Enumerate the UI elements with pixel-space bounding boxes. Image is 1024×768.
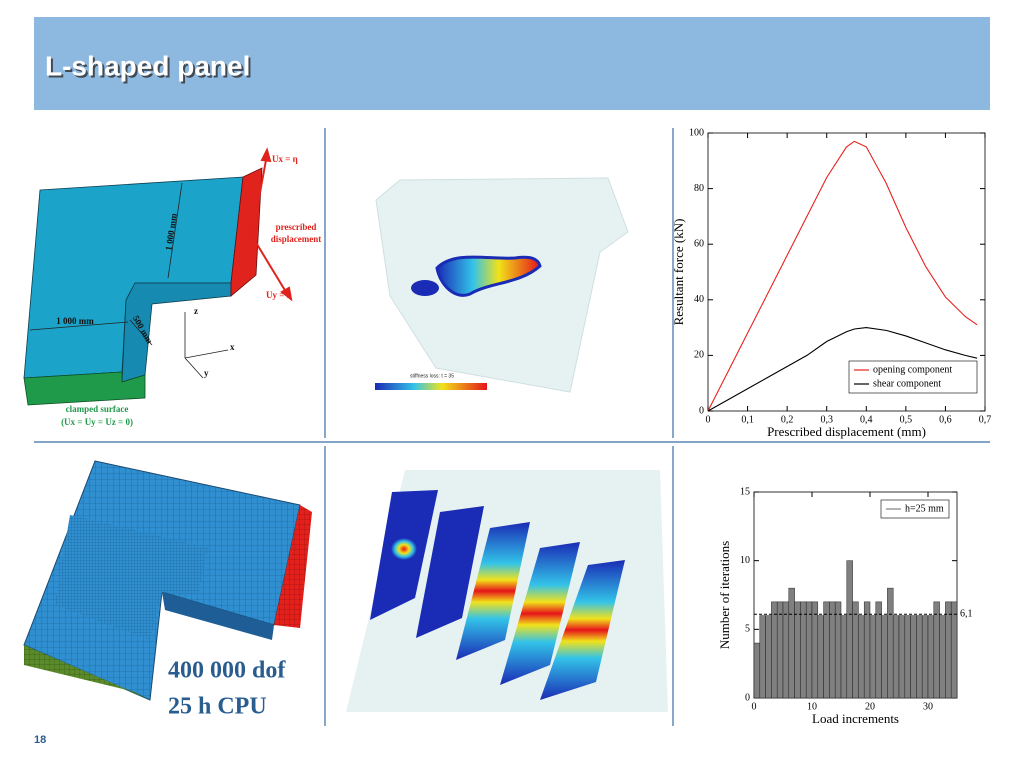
mesh-view: 400 000 dof 25 h CPU (23, 460, 312, 720)
legend-label: opening component (873, 364, 952, 375)
histogram-bar (765, 615, 772, 699)
legend-box (848, 360, 978, 394)
histogram-bar (788, 587, 795, 699)
y-tick-label: 5 (745, 624, 750, 635)
histogram-bar (840, 615, 848, 699)
y-tick-label: 100 (689, 127, 704, 138)
y-tick-label: 20 (694, 350, 704, 361)
axis-label: y (204, 368, 209, 378)
histogram-bar (823, 601, 830, 699)
histogram-bar (887, 587, 894, 699)
histogram-bar (921, 615, 929, 699)
x-tick-label: 0,3 (820, 414, 833, 425)
histogram-bar (863, 601, 871, 699)
legend-label: h=25 mm (905, 503, 944, 514)
colorbar-caption: stiffness loss: t = 35 (410, 373, 454, 379)
histogram-bar (881, 615, 888, 699)
damage-view: stiffness loss: t = 35 (375, 177, 629, 393)
x-axis-label: Load increments (812, 711, 899, 726)
histogram-bar (782, 601, 790, 699)
series-line (707, 140, 978, 412)
histogram-bar (759, 615, 766, 699)
colorbar (375, 383, 487, 390)
title-shadow: L-shaped panel (47, 52, 252, 83)
histogram-bar (950, 601, 958, 699)
x-tick-label: 0,7 (979, 414, 992, 425)
histogram-bar (829, 601, 836, 699)
mesh-stat: 400 000 dof (168, 658, 286, 684)
legend-box (880, 499, 950, 519)
histogram-bar (869, 615, 877, 699)
load-label: prescribed (276, 222, 317, 232)
x-tick-label: 20 (865, 701, 875, 712)
histogram-bar (939, 615, 946, 699)
histogram-bar (933, 601, 940, 699)
histogram-bar (846, 560, 853, 699)
histogram-bar (916, 615, 923, 699)
plot-frame (707, 132, 986, 412)
histogram-bar (945, 601, 952, 699)
clamped-label: (Ux = Uy = Uz = 0) (61, 417, 133, 427)
histogram-bar (910, 615, 917, 699)
x-tick-label: 0,6 (939, 414, 952, 425)
histogram-bar (898, 615, 906, 699)
page-number: 18 (34, 734, 46, 746)
y-axis-label: Resultant force (kN) (671, 219, 686, 326)
histogram-bar (753, 642, 761, 699)
x-tick-label: 0 (752, 701, 757, 712)
histogram-bar (904, 615, 911, 699)
histogram-bar (794, 601, 801, 699)
histogram-bar (858, 615, 865, 699)
histogram-bar (852, 601, 859, 699)
histogram-bar (805, 601, 813, 699)
histogram-bar (776, 601, 784, 699)
y-tick-label: 80 (694, 183, 704, 194)
header-bar (34, 17, 990, 110)
x-axis-label: Prescribed displacement (mm) (767, 424, 926, 439)
load-label: Uy = η (266, 290, 292, 300)
histogram-bar (927, 615, 935, 699)
y-axis-label: Number of iterations (717, 541, 732, 649)
x-tick-label: 0 (706, 414, 711, 425)
x-tick-label: 30 (923, 701, 933, 712)
histogram-bar (817, 615, 824, 699)
y-tick-label: 60 (694, 238, 704, 249)
y-tick-label: 15 (740, 486, 750, 497)
x-tick-label: 0,4 (860, 414, 873, 425)
x-tick-label: 0,1 (741, 414, 754, 425)
axis-label: x (230, 342, 235, 352)
x-tick-label: 10 (807, 701, 817, 712)
y-tick-label: 0 (699, 405, 704, 416)
histogram-bar (834, 601, 842, 699)
y-tick-label: 0 (745, 692, 750, 703)
y-tick-label: 10 (740, 555, 750, 566)
load-label: displacement (271, 234, 322, 244)
slide-title: L-shaped panel (45, 50, 250, 81)
histogram-bar (892, 615, 900, 699)
histogram-bar (875, 601, 882, 699)
grid-separators (34, 128, 990, 726)
geometry-diagram: Ux = η prescribed displacement Uy = η 1 … (23, 147, 322, 427)
reference-label: 6,1 (960, 609, 973, 620)
histogram-bar (800, 601, 807, 699)
y-tick-label: 40 (694, 294, 704, 305)
legend-label: shear component (873, 378, 941, 389)
x-tick-label: 0,2 (781, 414, 794, 425)
damage-evolution (346, 470, 668, 712)
x-tick-label: 0,5 (900, 414, 913, 425)
axis-label: z (194, 306, 198, 316)
histogram-bar (811, 601, 819, 699)
dimension-label: 1 000 mm (56, 316, 94, 326)
load-label: Ux = η (272, 154, 298, 164)
histogram-bar (771, 601, 778, 699)
mesh-stat: 25 h CPU (168, 694, 267, 720)
series-line (707, 327, 978, 412)
clamped-label: clamped surface (66, 404, 129, 414)
